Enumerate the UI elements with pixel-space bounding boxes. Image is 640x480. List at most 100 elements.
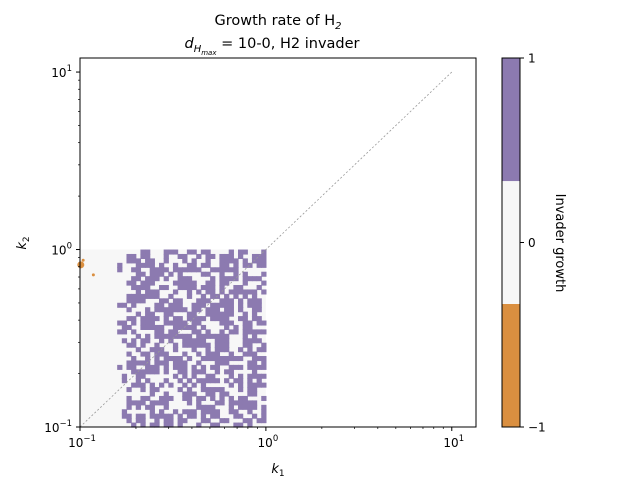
positive-growth-cell — [182, 307, 188, 313]
positive-growth-cell — [186, 387, 193, 393]
positive-growth-cell — [205, 262, 211, 268]
positive-growth-cell — [224, 391, 230, 397]
positive-growth-cell — [191, 409, 197, 415]
positive-growth-cell — [182, 258, 188, 264]
positive-growth-cell — [214, 342, 221, 348]
positive-growth-cell — [140, 351, 146, 357]
positive-growth-cell — [224, 302, 230, 308]
positive-growth-cell — [224, 320, 230, 326]
positive-growth-cell — [205, 378, 211, 384]
positive-growth-cell — [251, 351, 258, 357]
positive-growth-cell — [200, 293, 207, 299]
positive-growth-cell — [186, 395, 193, 401]
positive-growth-cell — [196, 333, 202, 339]
positive-growth-cell — [251, 289, 258, 295]
positive-growth-cell — [182, 267, 188, 273]
y-axis-ticks: 10−1 100 101 — [44, 64, 80, 435]
positive-growth-cell — [210, 267, 216, 273]
positive-growth-cell — [154, 351, 160, 357]
colorbar-tick-label: 1 — [528, 52, 536, 66]
positive-growth-cell — [191, 324, 197, 330]
positive-growth-cell — [149, 422, 155, 428]
positive-growth-cell — [261, 262, 267, 268]
positive-growth-cell — [149, 364, 155, 370]
positive-growth-cell — [131, 329, 137, 335]
positive-growth-cell — [214, 302, 221, 308]
positive-growth-cell — [126, 404, 132, 410]
positive-growth-cell — [159, 338, 165, 344]
positive-growth-cell — [214, 387, 221, 393]
positive-growth-cell — [238, 298, 244, 304]
positive-growth-cell — [247, 302, 253, 308]
positive-growth-cell — [172, 329, 179, 335]
positive-growth-cell — [261, 347, 267, 353]
positive-growth-cell — [238, 413, 244, 419]
positive-growth-cell — [154, 387, 160, 393]
positive-growth-cell — [219, 320, 225, 326]
positive-growth-cell — [186, 267, 193, 273]
positive-growth-cell — [140, 360, 146, 366]
positive-growth-cell — [149, 382, 155, 388]
identity-diagonal-line — [79, 71, 453, 428]
positive-growth-cell — [200, 369, 207, 375]
positive-growth-cell — [251, 382, 258, 388]
positive-growth-cell — [131, 422, 137, 428]
positive-growth-cell — [200, 324, 207, 330]
positive-growth-cell — [182, 391, 188, 397]
positive-growth-cell — [242, 249, 248, 255]
positive-growth-cell — [163, 378, 169, 384]
positive-growth-cell — [200, 342, 207, 348]
positive-growth-cell — [200, 404, 207, 410]
positive-growth-cell — [242, 320, 248, 326]
positive-growth-cell — [182, 324, 188, 330]
positive-growth-cell — [168, 329, 174, 335]
positive-growth-cell — [140, 249, 146, 255]
positive-growth-cell — [135, 347, 142, 353]
positive-growth-cell — [121, 373, 128, 379]
positive-growth-cell — [131, 400, 137, 406]
positive-growth-cell — [126, 342, 132, 348]
positive-growth-cell — [131, 369, 137, 375]
positive-growth-cell — [163, 369, 169, 375]
positive-growth-cell — [256, 378, 262, 384]
positive-growth-cell — [177, 302, 183, 308]
positive-growth-cell — [172, 373, 179, 379]
positive-growth-cell — [233, 276, 239, 282]
positive-growth-cell — [177, 356, 183, 362]
positive-growth-cell — [126, 324, 132, 330]
positive-growth-cell — [200, 298, 207, 304]
positive-growth-cell — [233, 422, 239, 428]
positive-growth-cell — [131, 280, 137, 286]
positive-growth-cell — [168, 395, 174, 401]
positive-growth-cell — [126, 418, 132, 424]
heatmap-cells — [117, 249, 267, 428]
positive-growth-cell — [238, 289, 244, 295]
positive-growth-cell — [126, 298, 132, 304]
positive-growth-cell — [238, 364, 244, 370]
positive-growth-cell — [251, 400, 258, 406]
positive-growth-cell — [159, 329, 165, 335]
positive-growth-cell — [251, 307, 258, 313]
positive-growth-cell — [186, 378, 193, 384]
positive-growth-cell — [205, 298, 211, 304]
positive-growth-cell — [196, 289, 202, 295]
positive-growth-cell — [117, 262, 123, 268]
positive-growth-cell — [168, 413, 174, 419]
positive-growth-cell — [256, 262, 262, 268]
positive-growth-cell — [261, 418, 267, 424]
positive-growth-cell — [177, 324, 183, 330]
positive-growth-cell — [154, 276, 160, 282]
positive-growth-cell — [163, 316, 169, 322]
positive-growth-cell — [228, 311, 234, 317]
positive-growth-cell — [219, 400, 225, 406]
positive-growth-cell — [205, 333, 211, 339]
positive-growth-cell — [177, 307, 183, 313]
positive-growth-cell — [233, 271, 239, 277]
positive-growth-cell — [163, 418, 169, 424]
positive-growth-cell — [251, 298, 258, 304]
positive-growth-cell — [191, 364, 197, 370]
positive-growth-cell — [131, 258, 137, 264]
positive-growth-cell — [140, 382, 146, 388]
positive-growth-cell — [177, 276, 183, 282]
positive-growth-cell — [163, 298, 169, 304]
